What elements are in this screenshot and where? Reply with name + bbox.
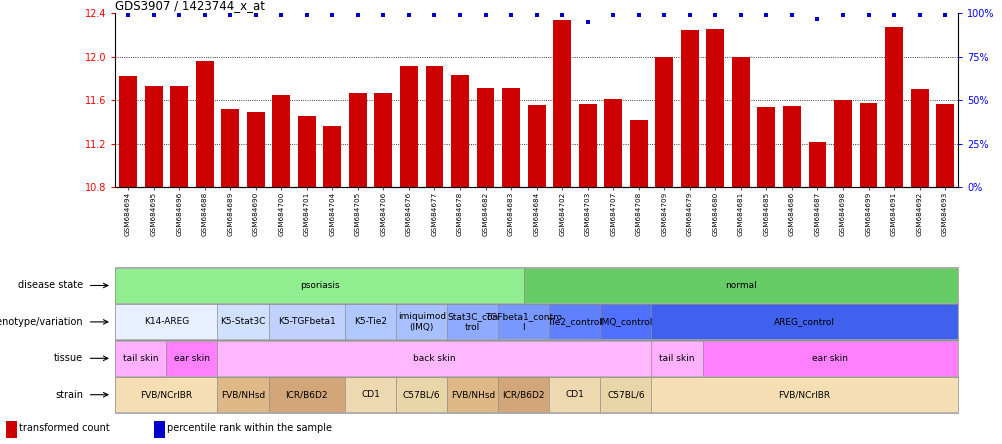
Bar xyxy=(884,28,902,187)
Bar xyxy=(400,66,418,187)
Text: CD1: CD1 xyxy=(361,390,380,399)
Bar xyxy=(651,305,957,339)
Bar xyxy=(396,305,447,339)
Bar xyxy=(578,103,596,187)
Text: FVB/NCrIBR: FVB/NCrIBR xyxy=(140,390,192,399)
Bar xyxy=(731,57,749,187)
Bar xyxy=(246,112,265,187)
Bar xyxy=(549,377,600,412)
Text: IMQ_control: IMQ_control xyxy=(598,317,652,326)
Text: K5-Tie2: K5-Tie2 xyxy=(354,317,387,326)
Text: tail skin: tail skin xyxy=(123,354,158,363)
Bar xyxy=(935,103,953,187)
Text: ICR/B6D2: ICR/B6D2 xyxy=(286,390,328,399)
Bar xyxy=(115,377,217,412)
Bar xyxy=(345,305,396,339)
Text: K5-TGFbeta1: K5-TGFbeta1 xyxy=(278,317,336,326)
Bar xyxy=(498,377,549,412)
Text: K5-Stat3C: K5-Stat3C xyxy=(220,317,266,326)
Bar xyxy=(654,57,672,187)
Bar xyxy=(502,88,519,187)
Bar xyxy=(680,30,698,187)
Bar xyxy=(651,377,957,412)
Bar xyxy=(600,305,651,339)
Bar xyxy=(527,105,545,187)
Bar xyxy=(859,103,877,187)
Bar xyxy=(269,377,345,412)
Bar xyxy=(910,90,928,187)
Text: TGFbeta1_contro
l: TGFbeta1_contro l xyxy=(485,312,562,332)
Bar xyxy=(154,421,164,438)
Bar xyxy=(701,341,957,376)
Text: ear skin: ear skin xyxy=(173,354,209,363)
Text: genotype/variation: genotype/variation xyxy=(0,317,83,327)
Bar xyxy=(396,377,447,412)
Text: C57BL/6: C57BL/6 xyxy=(606,390,644,399)
Bar xyxy=(447,377,498,412)
Bar xyxy=(195,61,213,187)
Text: disease state: disease state xyxy=(18,281,83,290)
Bar xyxy=(447,305,498,339)
Bar xyxy=(476,88,494,187)
Text: strain: strain xyxy=(55,390,83,400)
Text: ICR/B6D2: ICR/B6D2 xyxy=(502,390,544,399)
Bar xyxy=(144,86,162,187)
Bar xyxy=(273,95,290,187)
Text: imiquimod
(IMQ): imiquimod (IMQ) xyxy=(397,312,445,332)
Bar xyxy=(553,20,570,187)
Bar xyxy=(115,341,166,376)
Bar xyxy=(757,107,775,187)
Bar xyxy=(217,377,269,412)
Text: Tie2_control: Tie2_control xyxy=(547,317,602,326)
Bar xyxy=(451,75,469,187)
Text: CD1: CD1 xyxy=(565,390,584,399)
Text: tail skin: tail skin xyxy=(658,354,694,363)
Bar xyxy=(603,99,621,187)
Bar xyxy=(834,100,851,187)
Bar xyxy=(498,305,549,339)
Bar xyxy=(549,305,600,339)
Bar xyxy=(323,127,341,187)
Bar xyxy=(345,377,396,412)
Text: AREG_control: AREG_control xyxy=(774,317,835,326)
Text: FVB/NCrIBR: FVB/NCrIBR xyxy=(778,390,830,399)
Bar xyxy=(115,268,523,303)
Bar xyxy=(298,115,316,187)
Bar xyxy=(600,377,651,412)
Bar xyxy=(349,93,367,187)
Text: ear skin: ear skin xyxy=(812,354,848,363)
Bar xyxy=(115,305,217,339)
Text: FVB/NHsd: FVB/NHsd xyxy=(220,390,265,399)
Bar xyxy=(705,28,723,187)
Bar xyxy=(808,142,826,187)
Text: FVB/NHsd: FVB/NHsd xyxy=(450,390,494,399)
Bar xyxy=(374,93,392,187)
Bar xyxy=(269,305,345,339)
Bar xyxy=(651,341,701,376)
Text: transformed count: transformed count xyxy=(19,424,110,433)
Bar xyxy=(629,120,647,187)
Text: psoriasis: psoriasis xyxy=(300,281,339,290)
Bar xyxy=(425,66,443,187)
Bar xyxy=(6,421,17,438)
Bar xyxy=(783,106,800,187)
Text: normal: normal xyxy=(724,281,756,290)
Bar xyxy=(523,268,957,303)
Text: C57BL/6: C57BL/6 xyxy=(403,390,440,399)
Bar xyxy=(119,76,137,187)
Text: GDS3907 / 1423744_x_at: GDS3907 / 1423744_x_at xyxy=(115,0,266,12)
Text: back skin: back skin xyxy=(413,354,455,363)
Text: percentile rank within the sample: percentile rank within the sample xyxy=(167,424,332,433)
Bar xyxy=(217,341,651,376)
Bar xyxy=(170,86,188,187)
Bar xyxy=(166,341,217,376)
Bar xyxy=(221,109,238,187)
Text: K14-AREG: K14-AREG xyxy=(143,317,188,326)
Bar xyxy=(217,305,269,339)
Text: Stat3C_con
trol: Stat3C_con trol xyxy=(447,312,498,332)
Text: tissue: tissue xyxy=(54,353,83,363)
